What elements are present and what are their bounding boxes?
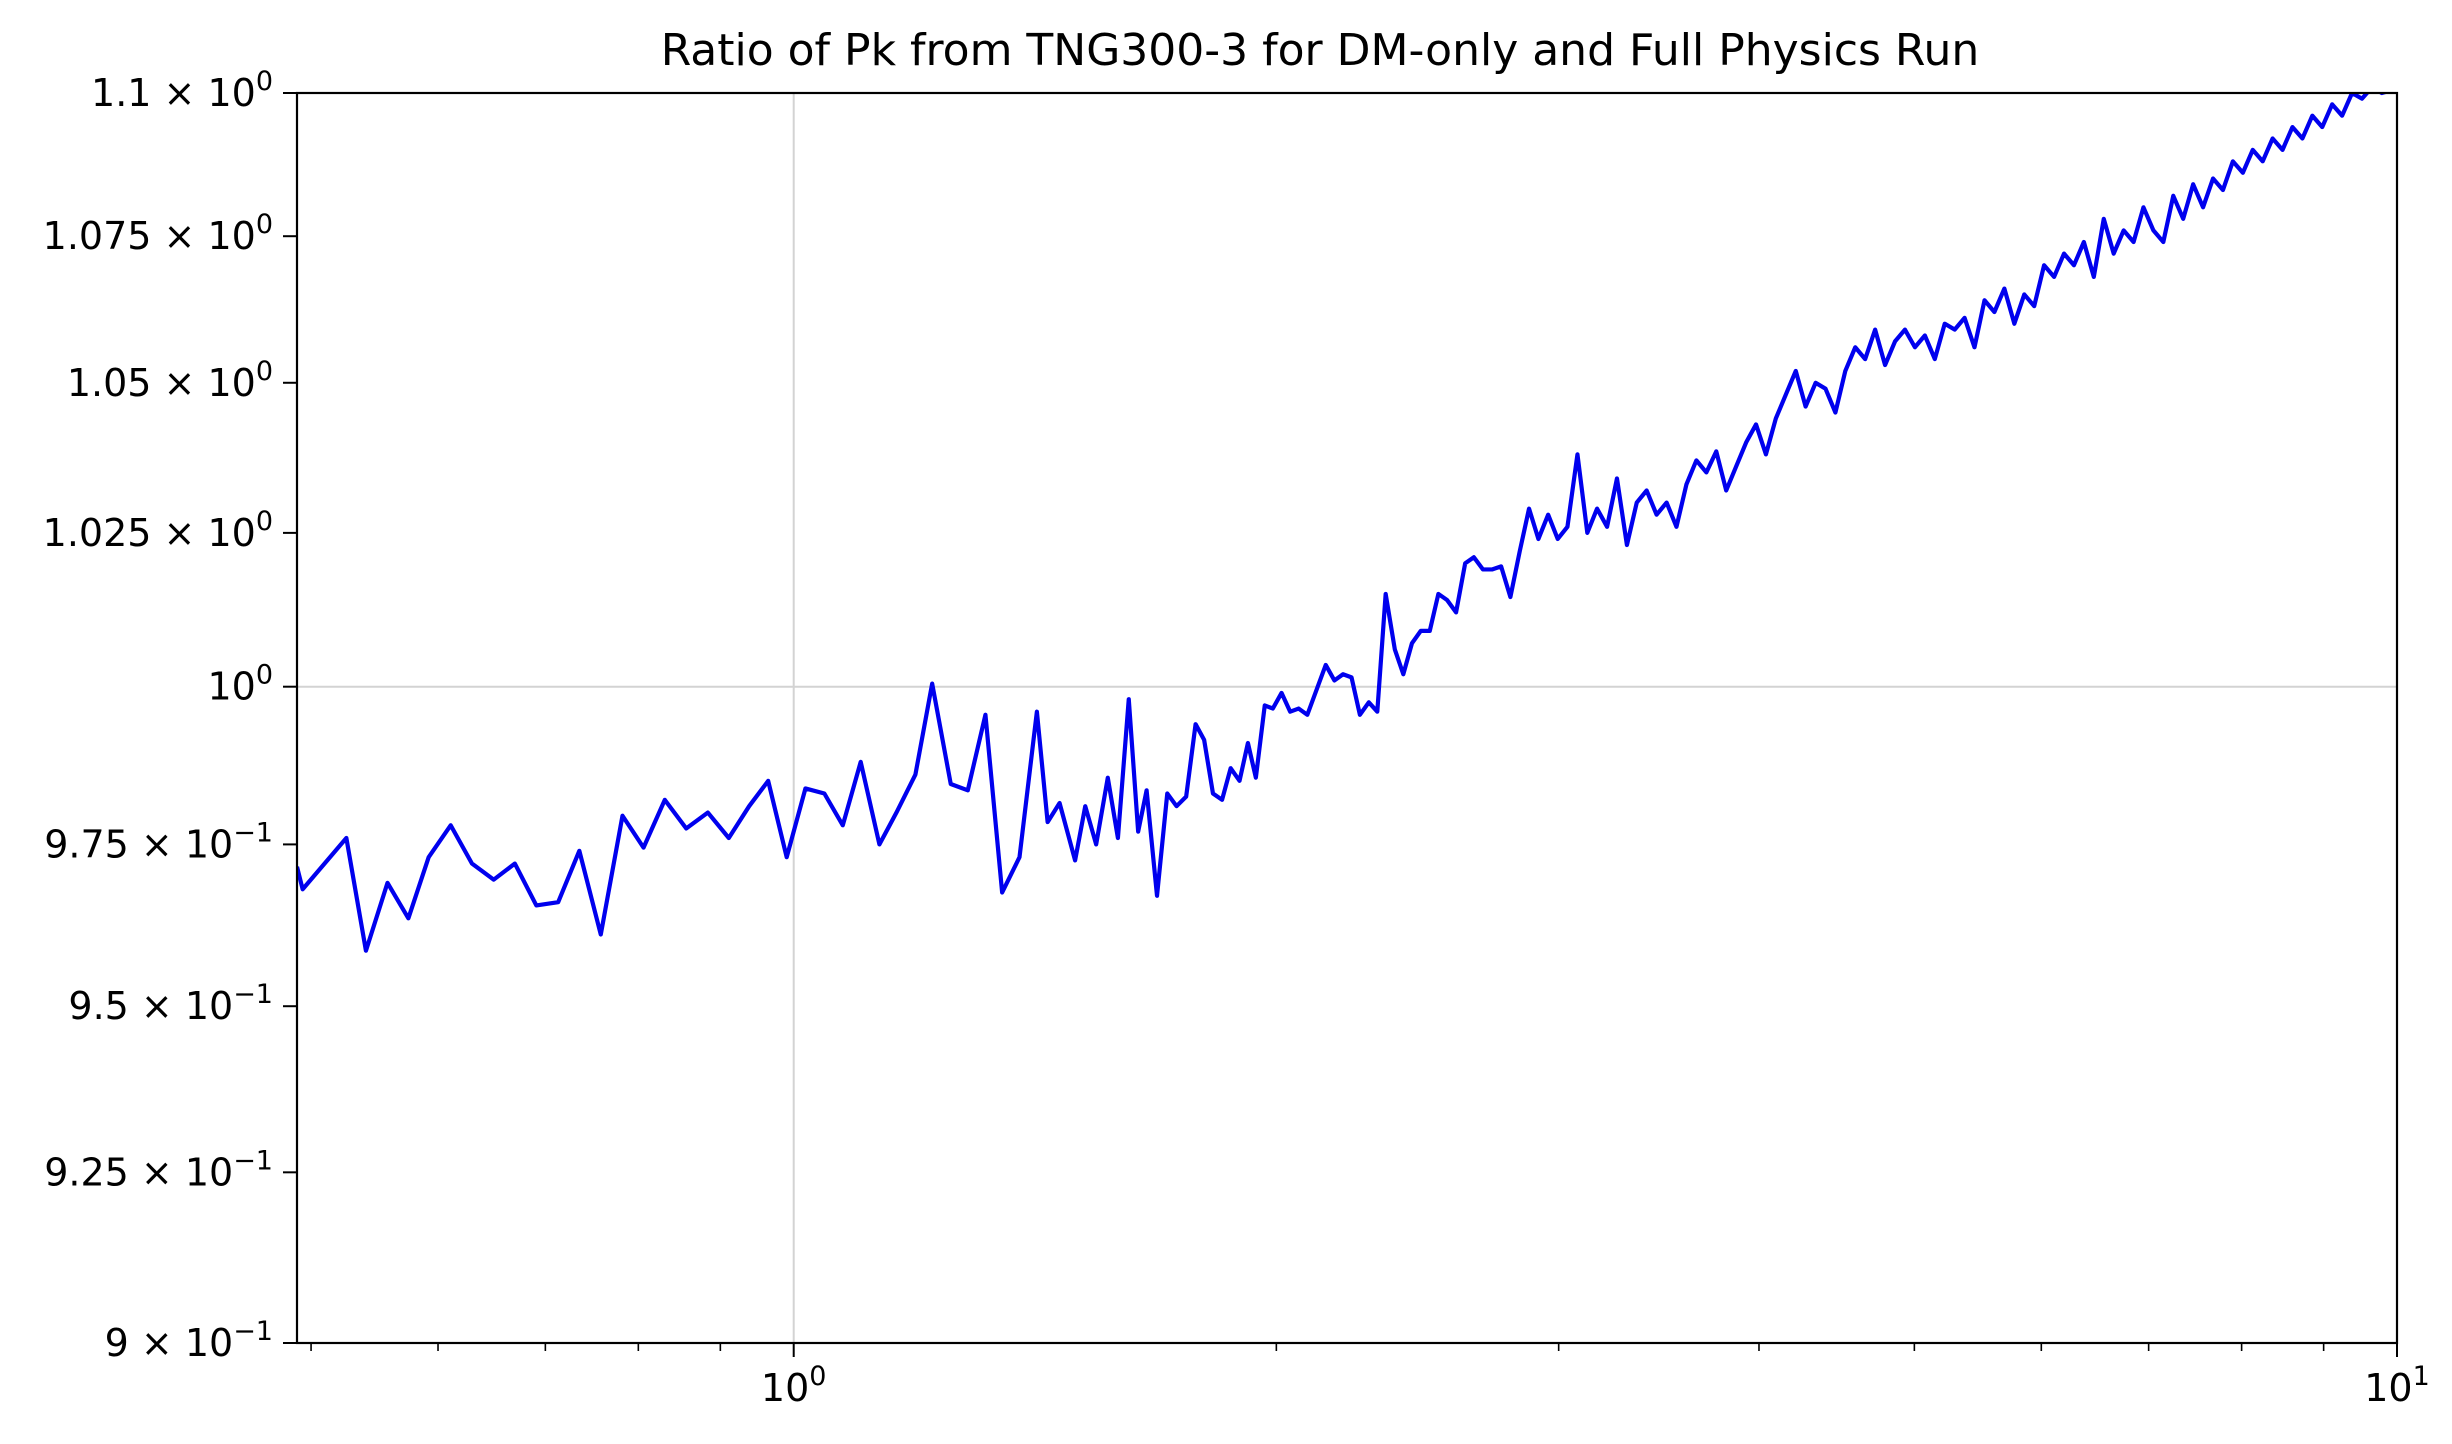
chart-title: Ratio of Pk from TNG300-3 for DM-only an…	[661, 25, 1980, 76]
y-tick-label: 1.05 × 100	[67, 356, 273, 405]
y-tick-label: 1.1 × 100	[91, 66, 273, 115]
y-tick-label: 1.025 × 100	[43, 506, 273, 555]
y-tick-label: 1.075 × 100	[43, 209, 273, 258]
